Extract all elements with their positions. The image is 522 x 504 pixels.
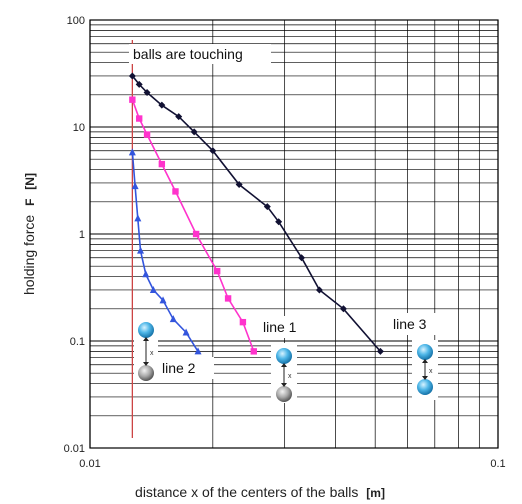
series-lines [131,75,382,352]
data-point-line2 [194,347,202,355]
data-point-line3 [275,218,283,226]
series-points [128,72,384,355]
touching-label: balls are touching [133,46,243,62]
y-tick-label: 0.1 [70,336,85,348]
touching-label-box [129,44,271,64]
data-point-line2 [169,315,177,323]
y-tick-label: 100 [67,15,85,27]
svg-text:x: x [288,373,292,380]
ball-icon-line3: x [412,340,438,400]
data-point-line3 [298,254,306,262]
line3-label-box [390,313,444,335]
data-point-line1 [250,348,257,355]
data-point-line1 [239,318,247,326]
data-point-line3 [190,128,198,136]
line2-label-box [158,357,214,379]
series-line-line2 [131,152,199,352]
data-point-line3 [235,181,243,189]
data-point-line3 [209,147,217,155]
x-axis-label: distance x of the centers of the balls [… [135,484,385,500]
series-line-line1 [131,99,255,352]
data-point-line2 [142,270,150,278]
data-point-line1 [213,267,221,275]
data-point-line1 [224,295,232,302]
line1-label: line 1 [263,319,297,335]
y-axis-label: holding force F [N] [21,173,37,295]
data-point-line3 [143,89,151,97]
data-point-line2 [128,148,136,156]
x-tick-label: 0.1 [490,458,505,470]
plot-frame [89,19,499,449]
data-point-line3 [135,80,143,88]
data-point-line3 [376,347,384,355]
ball-icon-line2: x [134,318,158,381]
data-point-line3 [128,72,136,80]
y-tick-label: 0.01 [64,443,85,455]
y-tick-label: 10 [73,122,85,134]
data-point-line3 [175,113,183,121]
y-tick-label: 1 [79,229,85,241]
data-point-line1 [143,131,151,138]
data-point-line2 [137,246,145,254]
series-line-line3 [131,75,382,352]
tick-labels: 100 10 1 0.1 0.01 0.01 0.1 [64,15,506,470]
data-point-line2 [149,285,157,293]
data-point-line2 [134,214,142,222]
svg-text:x: x [150,350,154,357]
data-point-line2 [131,182,139,190]
x-tick-label: 0.01 [79,458,100,470]
data-point-line2 [159,296,167,304]
data-point-line3 [339,305,347,313]
data-point-line1 [172,188,179,195]
data-point-line2 [182,328,190,336]
data-point-line3 [315,286,323,294]
data-point-line1 [192,230,200,238]
data-point-line1 [129,96,136,103]
line3-label: line 3 [393,316,427,332]
svg-text:x: x [429,368,433,375]
data-point-line1 [158,160,166,168]
data-point-line3 [263,203,271,211]
data-point-line3 [158,101,166,109]
ball-icon-line1: x [271,343,297,403]
line1-label-box [260,316,314,338]
data-point-line1 [135,115,143,122]
line2-label: line 2 [162,360,196,376]
